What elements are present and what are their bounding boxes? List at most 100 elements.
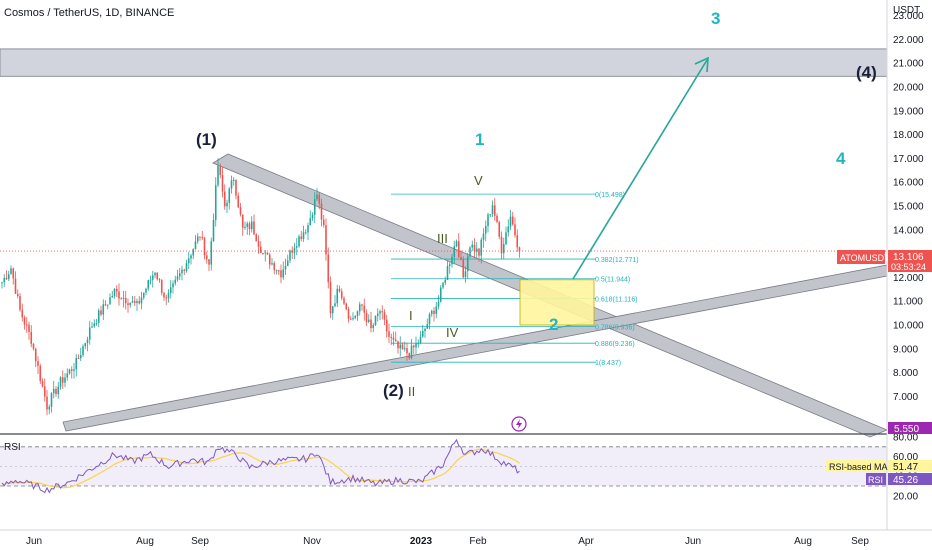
price-tick-label: 15.000 <box>893 202 924 213</box>
candle <box>336 288 339 304</box>
candle <box>73 369 75 371</box>
candle <box>3 277 6 283</box>
candle <box>111 296 114 298</box>
candle <box>34 348 37 362</box>
candle <box>406 348 408 354</box>
candle <box>5 277 8 280</box>
candle <box>205 255 208 260</box>
candle <box>399 344 402 349</box>
candle <box>376 313 379 316</box>
candle <box>79 355 82 359</box>
resistance-zone <box>0 48 888 77</box>
candle <box>57 386 60 395</box>
time-tick-label: Jun <box>685 536 701 547</box>
candle <box>401 344 404 350</box>
candle <box>383 312 386 320</box>
candle <box>232 179 235 181</box>
fib-level-label: 0.382(12.771) <box>595 257 639 264</box>
candle <box>84 343 87 347</box>
ticker-badge-text: ATOMUSDT <box>840 253 890 263</box>
candle <box>140 297 143 304</box>
candle <box>462 259 465 278</box>
candle <box>219 166 222 176</box>
symbol-header: Cosmos / TetherUS, 1D, BINANCE <box>4 7 175 19</box>
candle <box>262 253 264 255</box>
candle <box>338 288 341 292</box>
candle <box>142 292 145 298</box>
candle <box>313 199 316 215</box>
time-tick-label: Aug <box>136 536 154 547</box>
rsi-value-text: 45.26 <box>893 475 918 486</box>
candle <box>354 315 357 319</box>
candle <box>403 348 406 350</box>
candle <box>199 236 201 238</box>
candle <box>518 247 521 252</box>
candle <box>59 377 62 387</box>
candle <box>154 272 156 276</box>
fib-level-label: 0.5(11.944) <box>595 277 630 284</box>
candle <box>415 343 417 348</box>
candle <box>147 280 150 289</box>
wave-label-iii: III <box>437 231 448 246</box>
candle <box>329 282 332 314</box>
candle <box>145 288 147 293</box>
axis-badges: ATOMUSDT 13.106 03:53:24 5.550 RSI-based… <box>826 250 932 486</box>
candle <box>455 241 458 247</box>
candle <box>12 268 15 279</box>
wave-label-i: I <box>409 308 413 323</box>
candle <box>464 271 467 278</box>
price-tick-label: 14.000 <box>893 225 924 236</box>
rsi-tick-label: 80.00 <box>893 433 918 444</box>
candle <box>448 264 451 266</box>
candle <box>50 393 53 407</box>
candle <box>77 357 80 359</box>
candle <box>439 287 442 302</box>
candle <box>239 207 242 215</box>
candle <box>257 241 260 247</box>
candle <box>430 310 433 315</box>
candle <box>374 315 377 326</box>
fib-level-label: 0(15.498) <box>595 192 625 199</box>
candle <box>10 268 12 275</box>
candle <box>460 257 462 260</box>
candle <box>394 339 397 342</box>
price-tick-label: 18.000 <box>893 130 924 141</box>
candle <box>493 205 496 216</box>
candle <box>228 188 231 203</box>
time-axis[interactable] <box>0 530 932 550</box>
candle <box>264 252 267 254</box>
candle <box>192 249 195 256</box>
candle <box>223 191 226 207</box>
candle <box>491 205 494 215</box>
candles <box>1 158 521 416</box>
candle <box>484 226 487 234</box>
price-tick-label: 11.000 <box>893 297 923 308</box>
candle <box>471 244 474 248</box>
wave-label-iv: IV <box>446 325 459 340</box>
candle <box>275 270 278 272</box>
time-tick-label: Jun <box>26 536 42 547</box>
candle <box>475 248 478 252</box>
candle <box>30 331 33 344</box>
projection-arrow <box>572 59 708 280</box>
time-tick-label: Sep <box>851 536 869 547</box>
candle <box>307 225 309 233</box>
candle <box>277 270 280 272</box>
price-badge-value: 13.106 <box>893 252 924 263</box>
candle <box>331 306 334 314</box>
candle <box>478 248 480 256</box>
candle <box>109 297 111 305</box>
candle <box>55 388 57 395</box>
candle <box>160 280 163 293</box>
time-tick-label: 2023 <box>410 536 433 547</box>
candle <box>298 236 300 247</box>
candle <box>325 225 327 255</box>
fib-level-label: 1(8.437) <box>595 360 621 367</box>
wave-label-1-major: (1) <box>196 130 217 149</box>
rsi-ma-value-text: 51.47 <box>893 462 918 473</box>
wave-label-3: 3 <box>711 9 720 28</box>
low-badge-value: 5.550 <box>894 424 919 435</box>
candle <box>156 272 159 280</box>
candle <box>235 179 237 196</box>
